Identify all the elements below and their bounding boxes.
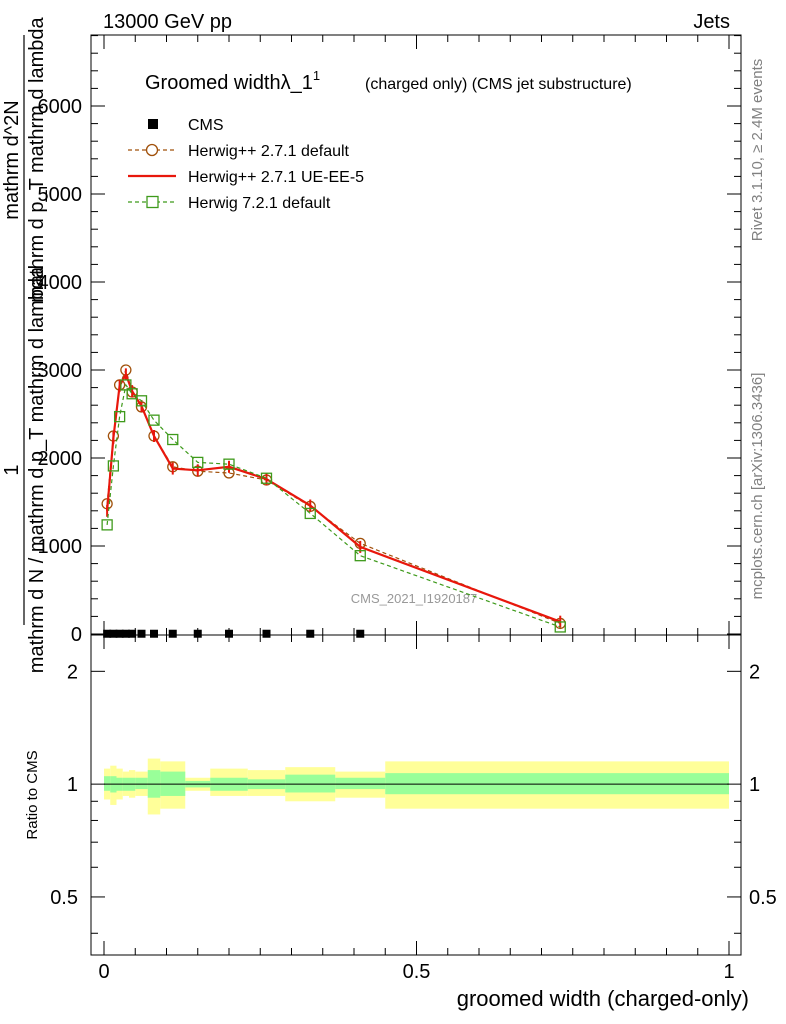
main-plot-panel: 0 1000 2000 3000 4000 5000 6000 CMS_2021_I1920… xyxy=(1,16,742,673)
data-point xyxy=(135,395,148,407)
mcplots-label: mcplots.cern.ch [arXiv:1306.3436] xyxy=(749,373,766,600)
ratio-y-tick-label-right: 2 xyxy=(749,661,760,683)
data-point xyxy=(306,629,315,638)
main-y-tick-label: 1000 xyxy=(38,536,83,558)
data-point xyxy=(137,629,146,638)
ratio-y-tick-label: 0.5 xyxy=(50,887,78,909)
data-point xyxy=(109,629,118,638)
legend-marker xyxy=(146,195,159,209)
ratio-tick-labels: 0.5 0.5 1 1 2 2 0 0.5 1 xyxy=(50,661,777,983)
series-1 xyxy=(101,364,566,630)
ratio-band-stat xyxy=(135,777,148,790)
ratio-band-stat xyxy=(104,776,111,791)
data-point xyxy=(120,379,132,391)
legend-entry: Herwig 7.2.1 default xyxy=(128,195,331,212)
ratio-y-tick-label-right: 0.5 xyxy=(749,887,777,909)
series-2 xyxy=(106,368,562,628)
main-y-tick-label: 2000 xyxy=(38,448,83,470)
series-line xyxy=(106,371,561,623)
legend-label: Herwig++ 2.7.1 default xyxy=(188,143,350,160)
data-point xyxy=(107,460,120,472)
data-point xyxy=(304,507,316,520)
y-label-denom-top: mathrm d^2N xyxy=(1,100,23,219)
x-tick-label: 1 xyxy=(723,961,734,983)
y-label-numer-den: mathrm d N / mathrm d p_T mathrm d lambd… xyxy=(26,266,48,673)
legend-entry: Herwig++ 2.7.1 default xyxy=(128,143,350,160)
y-label-numer-top: 1 xyxy=(1,464,23,475)
data-point xyxy=(126,388,138,400)
watermark: CMS_2021_I1920187 xyxy=(351,591,478,606)
data-point xyxy=(225,629,233,638)
legend-entry: Herwig++ 2.7.1 UE-EE-5 xyxy=(128,169,364,186)
legend-marker xyxy=(145,143,159,157)
main-y-axis-label: 1 mathrm d N / mathrm d p_T mathrm d lam… xyxy=(1,16,48,673)
legend-marker xyxy=(148,119,158,129)
ratio-bands xyxy=(104,758,729,815)
series-line xyxy=(106,368,561,624)
main-series xyxy=(101,364,566,638)
data-point xyxy=(148,414,160,426)
process-label: Jets xyxy=(693,11,730,33)
chart-title: Groomed widthλ_11 xyxy=(145,68,320,94)
series-line xyxy=(106,383,561,628)
data-point xyxy=(554,621,566,633)
ratio-band-stat xyxy=(335,777,386,790)
series-3 xyxy=(101,379,566,633)
main-y-tick-label: 0 xyxy=(71,624,82,646)
main-y-tick-label: 3000 xyxy=(38,360,83,382)
data-point xyxy=(115,629,124,638)
chart-title-sup: 1 xyxy=(313,68,320,83)
data-point xyxy=(192,456,204,469)
ratio-axis-ticks xyxy=(91,635,741,955)
data-point xyxy=(150,629,158,638)
x-tick-label: 0 xyxy=(98,961,109,983)
data-point xyxy=(168,629,177,638)
legend-label: CMS xyxy=(188,117,224,134)
chart-subtitle: (charged only) (CMS jet substructure) xyxy=(365,76,632,93)
x-tick-label: 0.5 xyxy=(403,961,431,983)
data-point xyxy=(193,629,202,638)
data-point xyxy=(223,458,235,470)
legend-label: Herwig 7.2.1 default xyxy=(188,195,331,212)
data-point xyxy=(262,629,271,638)
series-0 xyxy=(103,629,365,638)
main-y-tick-label: 6000 xyxy=(38,96,83,118)
legend-entry: CMS xyxy=(148,117,224,134)
ratio-y-tick-label-right: 1 xyxy=(749,774,760,796)
main-y-tick-labels: 0 1000 2000 3000 4000 5000 6000 xyxy=(38,96,83,646)
data-point xyxy=(260,472,273,484)
y-label-denom-bot: mathrm d p_T mathrm d lambda xyxy=(26,16,48,302)
data-point xyxy=(101,519,113,531)
main-y-tick-label: 4000 xyxy=(38,272,83,294)
ratio-plot-panel: 0.5 0.5 1 1 2 2 0 0.5 1 Ratio to CMS groomed wid… xyxy=(24,634,777,1011)
ratio-y-axis-label: Ratio to CMS xyxy=(24,750,41,839)
main-axis-ticks xyxy=(91,35,741,635)
rivet-label: Rivet 3.1.10, ≥ 2.4M events xyxy=(749,59,766,242)
ratio-y-tick-label: 2 xyxy=(67,661,78,683)
data-point xyxy=(121,629,130,638)
data-point xyxy=(356,629,365,638)
energy-label: 13000 GeV pp xyxy=(103,11,232,33)
legend-label: Herwig++ 2.7.1 UE-EE-5 xyxy=(188,169,364,186)
data-point xyxy=(103,629,112,638)
x-axis-label: groomed width (charged-only) xyxy=(457,986,749,1011)
ratio-y-tick-label: 1 xyxy=(67,774,78,796)
chart-title-main: Groomed widthλ_1 xyxy=(145,72,313,94)
data-point xyxy=(113,410,126,423)
legend: CMS Herwig++ 2.7.1 default Herwig++ 2.7.1 … xyxy=(128,117,364,212)
data-point xyxy=(128,629,137,638)
data-point xyxy=(167,433,179,446)
main-y-tick-label: 5000 xyxy=(38,184,83,206)
ratio-band-stat xyxy=(285,774,336,793)
data-point xyxy=(354,550,366,562)
